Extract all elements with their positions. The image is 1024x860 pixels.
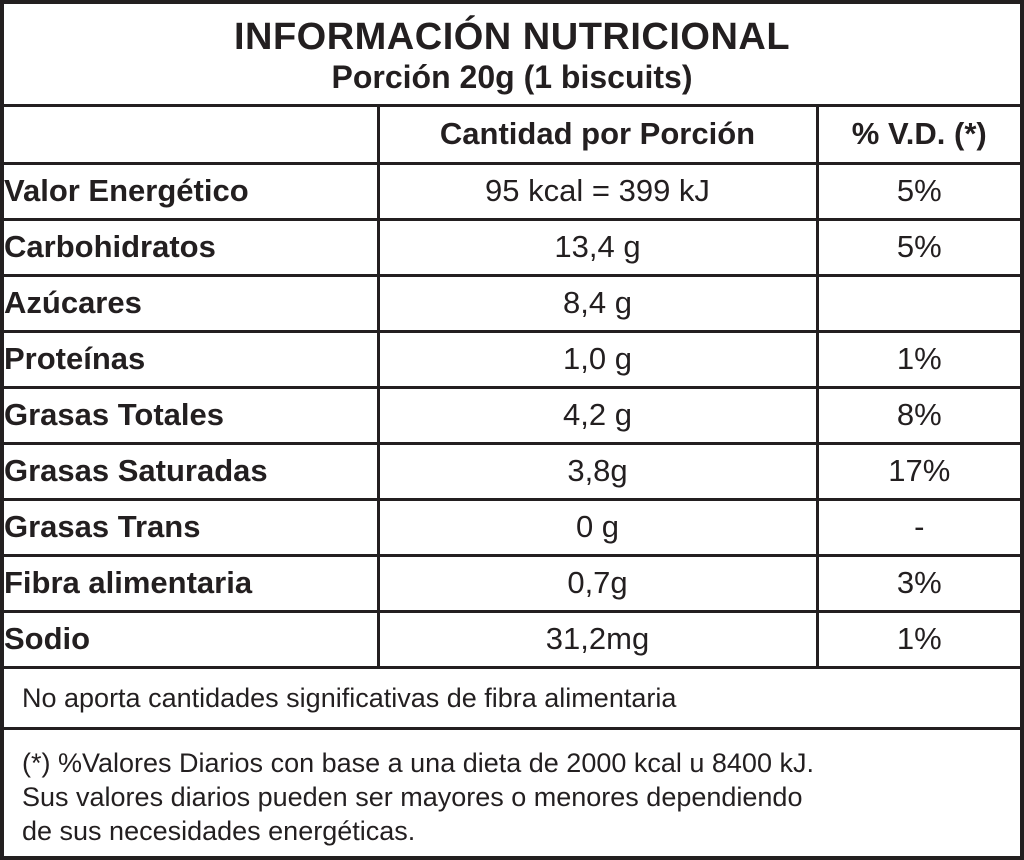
nutrient-daily-value	[815, 273, 1020, 333]
table-header-row: Cantidad por Porción % V.D. (*)	[4, 107, 1020, 165]
table-row: Proteínas 1,0 g 1%	[4, 329, 1020, 389]
nutrient-name: Proteínas	[4, 329, 380, 389]
nutrient-daily-value: 5%	[815, 161, 1020, 221]
nutrient-name: Carbohidratos	[4, 217, 380, 277]
nutrient-amount: 4,2 g	[376, 385, 819, 445]
nutrient-amount: 3,8g	[376, 441, 819, 501]
label-title: INFORMACIÓN NUTRICIONAL	[233, 16, 791, 58]
column-header-nutrient	[4, 107, 380, 165]
daily-value-footnote: (*) %Valores Diarios con base a una diet…	[4, 746, 1022, 848]
column-header-amount: Cantidad por Porción	[376, 107, 819, 165]
footnote-line: de sus necesidades energéticas.	[22, 816, 416, 846]
footnote-line: Sus valores diarios pueden ser mayores o…	[22, 782, 803, 812]
nutrient-name: Azúcares	[4, 273, 380, 333]
nutrient-daily-value: 5%	[815, 217, 1020, 277]
table-row: Sodio 31,2mg 1%	[4, 609, 1020, 669]
nutrient-name: Fibra alimentaria	[4, 553, 380, 613]
footnote-line: (*) %Valores Diarios con base a una diet…	[22, 748, 814, 778]
nutrient-amount: 0,7g	[376, 553, 819, 613]
table-row: Grasas Saturadas 3,8g 17%	[4, 441, 1020, 501]
nutrient-daily-value: -	[815, 497, 1020, 557]
nutrient-amount: 31,2mg	[376, 609, 819, 669]
nutrition-table: Cantidad por Porción % V.D. (*) Valor En…	[4, 107, 1020, 669]
nutrient-daily-value: 17%	[815, 441, 1020, 501]
fiber-note: No aporta cantidades significativas de f…	[4, 666, 1020, 730]
table-row: Fibra alimentaria 0,7g 3%	[4, 553, 1020, 613]
nutrient-amount: 1,0 g	[376, 329, 819, 389]
serving-size: Porción 20g (1 biscuits)	[331, 59, 693, 95]
label-header: INFORMACIÓN NUTRICIONAL Porción 20g (1 b…	[4, 4, 1020, 107]
table-row: Grasas Trans 0 g -	[4, 497, 1020, 557]
column-header-daily-value: % V.D. (*)	[815, 107, 1020, 165]
nutrient-daily-value: 1%	[815, 609, 1020, 669]
nutrient-daily-value: 8%	[815, 385, 1020, 445]
nutrient-name: Grasas Totales	[4, 385, 380, 445]
nutrient-amount: 0 g	[376, 497, 819, 557]
table-row: Carbohidratos 13,4 g 5%	[4, 217, 1020, 277]
nutrient-name: Valor Energético	[4, 161, 380, 221]
nutrient-daily-value: 3%	[815, 553, 1020, 613]
nutrient-name: Grasas Saturadas	[4, 441, 380, 501]
nutrient-name: Grasas Trans	[4, 497, 380, 557]
nutrient-amount: 13,4 g	[376, 217, 819, 277]
table-row: Valor Energético 95 kcal = 399 kJ 5%	[4, 161, 1020, 221]
nutrient-amount: 8,4 g	[376, 273, 819, 333]
table-row: Azúcares 8,4 g	[4, 273, 1020, 333]
nutrient-daily-value: 1%	[815, 329, 1020, 389]
nutrient-name: Sodio	[4, 609, 380, 669]
table-row: Grasas Totales 4,2 g 8%	[4, 385, 1020, 445]
nutrient-amount: 95 kcal = 399 kJ	[376, 161, 819, 221]
